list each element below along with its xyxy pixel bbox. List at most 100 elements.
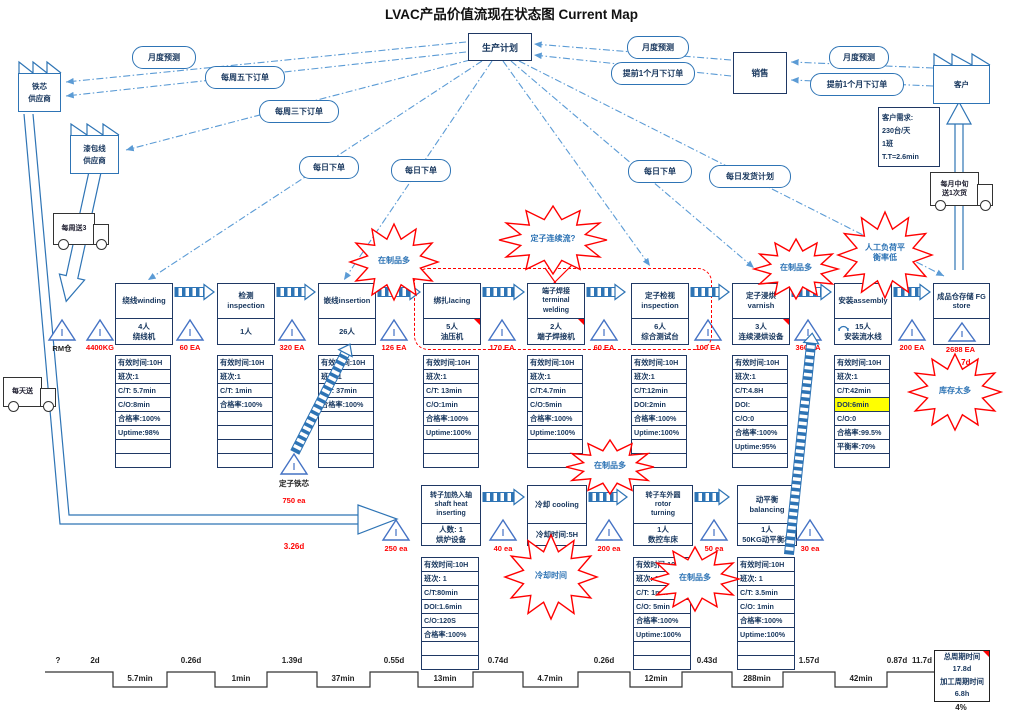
fg-store-box: 成品仓存储 FG store xyxy=(933,283,990,345)
inventory-label: 60 EA xyxy=(163,343,217,352)
label: 班次:1 xyxy=(220,371,241,381)
label: 320 EA xyxy=(279,343,305,352)
label: 60 EA xyxy=(179,343,201,352)
data-row xyxy=(633,656,691,670)
label: 0.43d xyxy=(696,656,718,665)
inventory-label: 30 ea xyxy=(783,544,837,553)
fg-store-qty: 2688 EA xyxy=(928,345,993,354)
process-data-box: 有效时间:10H 班次:1 C/T:4.8H DOI: C/O:0 合格率:100% Upt… xyxy=(732,355,788,468)
label: 每周五下订单 xyxy=(221,73,269,82)
label: Uptime:100% xyxy=(530,428,576,437)
label: C/T: 1min xyxy=(220,386,252,395)
supplier-core-factory: 铁芯 供应商 xyxy=(18,58,62,112)
timeline-label: 5.7min xyxy=(114,674,166,683)
vsm-title: LVAC产品价值流现在状态图 Current Map xyxy=(385,7,638,22)
label: 有效时间:10H xyxy=(424,559,469,569)
label: 班次:1 xyxy=(735,371,756,381)
timeline-label: 12min xyxy=(630,674,682,683)
process-box: 绑扎lacing 5人 油压机 xyxy=(423,283,481,345)
label: 200 EA xyxy=(899,343,925,352)
data-row: 班次:1 xyxy=(527,370,583,384)
label: 15人 xyxy=(855,321,871,331)
label: 班次:1 xyxy=(118,371,139,381)
data-row xyxy=(737,642,795,656)
label: 360 EA xyxy=(795,343,821,352)
data-row: C/T:80min xyxy=(421,586,479,600)
process-title: 冷却 cooling xyxy=(528,486,586,524)
label: 5.7min xyxy=(127,674,153,683)
inventory-label: 200 ea xyxy=(582,544,636,553)
process-data-box: 有效时间:10H 班次:1 C/T: 37min 合格率:100% xyxy=(318,355,374,468)
label: 绑扎lacing xyxy=(433,296,471,306)
label: 合格率:99.5% xyxy=(837,427,882,437)
label: 1人 xyxy=(657,524,669,534)
data-row: C/T: 5.7min xyxy=(115,384,171,398)
label: 30 ea xyxy=(800,544,820,553)
data-row: 班次: 1 xyxy=(737,572,795,586)
data-row xyxy=(421,656,479,670)
data-row: 班次:1 xyxy=(423,370,479,384)
label: terminal xyxy=(542,297,570,305)
data-row: 有效时间:10H xyxy=(527,355,583,370)
data-row xyxy=(217,454,273,468)
process-data-box: 有效时间:10H 班次:1 C/T: 5.7min C/O:8min 合格率:100% U… xyxy=(115,355,171,468)
process-box: 安装assembly 15人 安装流水线 xyxy=(834,283,892,345)
label: 班次:1 xyxy=(634,371,655,381)
label: 12min xyxy=(644,674,668,683)
data-row: C/T: 37min xyxy=(318,384,374,398)
label: 0.26d xyxy=(593,656,615,665)
process-title: 动平衡 balancing xyxy=(738,486,796,524)
label: 有效时间:10H xyxy=(220,357,265,367)
factory-body: 漆包线 供应商 xyxy=(70,135,119,174)
inventory-triangle-icon xyxy=(589,318,619,341)
label: 2d xyxy=(90,656,100,665)
label: 170 EA xyxy=(489,343,515,352)
data-row: C/T: 1min xyxy=(633,586,691,600)
label: 4% xyxy=(955,703,967,712)
data-row xyxy=(732,454,788,468)
process-data-box: 有效时间:10H 班次:1 C/T: 1min 合格率:100% xyxy=(217,355,273,468)
label: Uptime:100% xyxy=(426,428,472,437)
label: 转子加热入轴 xyxy=(430,491,472,499)
data-row: Uptime:100% xyxy=(633,628,691,642)
truck-wheel-icon xyxy=(980,200,991,211)
info-oval: 提前1个月下订单 xyxy=(611,62,695,85)
data-row: 合格率:100% xyxy=(732,426,788,440)
truck: 每天送 xyxy=(3,377,58,419)
factory-icon xyxy=(933,52,991,66)
label: 每天送 xyxy=(12,388,33,396)
data-row: DOI:6min xyxy=(834,398,890,412)
summary-box: 总周期时间 17.8d 加工周期时间 6.8h xyxy=(934,650,990,702)
timeline-label: 1.39d xyxy=(270,656,314,665)
label: 3.26d xyxy=(283,542,305,551)
label: 合格率:100% xyxy=(634,413,677,423)
data-row xyxy=(421,642,479,656)
process-title: 安装assembly xyxy=(835,284,891,319)
label: 6人 xyxy=(654,321,666,331)
timeline-label: 0.74d xyxy=(476,656,520,665)
label: 班次:1 xyxy=(837,371,858,381)
factory-icon xyxy=(70,122,120,136)
data-row xyxy=(217,412,273,426)
label: 油压机 xyxy=(440,331,464,341)
data-row: 有效时间:10H xyxy=(631,355,687,370)
data-row xyxy=(631,440,687,454)
label: 端子焊接 xyxy=(542,288,570,296)
timeline-label: 4.7min xyxy=(524,674,576,683)
timeline-label: 13min xyxy=(419,674,471,683)
inventory-label: 170 EA xyxy=(475,343,529,352)
stator-core-lead-time: 3.26d xyxy=(266,542,322,551)
process-data-box: 有效时间:10H 班次: 1 C/T: 1min C/O: 5min 合格率:100% U… xyxy=(633,557,691,670)
data-row: 合格率:100% xyxy=(217,398,273,412)
label: 每日发货计划 xyxy=(726,172,774,181)
data-row: 合格率:100% xyxy=(318,398,374,412)
process-sub: 3人 连续浸烘设备 xyxy=(733,319,789,344)
info-oval: 每日发货计划 xyxy=(709,165,791,188)
truck-wheel-icon xyxy=(935,200,946,211)
label: 提前1个月下订单 xyxy=(622,69,684,78)
label: 连续浸烘设备 xyxy=(738,331,784,341)
process-box: 冷却 cooling 冷却时间:5H xyxy=(527,485,587,546)
label: 烘炉设备 xyxy=(436,534,466,544)
label: C/T: 3.5min xyxy=(740,588,778,597)
